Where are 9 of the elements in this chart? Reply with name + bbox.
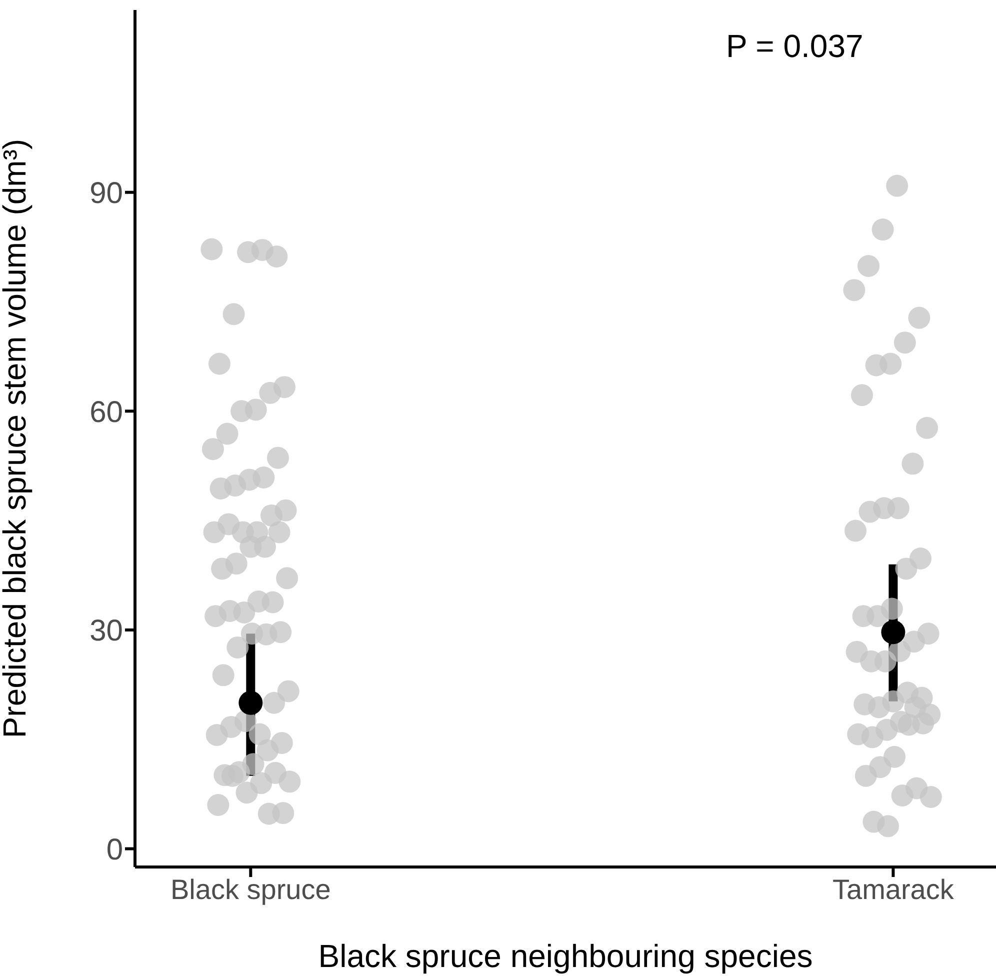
annotation: P = 0.037 [726,28,864,65]
y-tick-label: 90 [90,176,123,210]
y-tick-label: 30 [90,614,123,648]
x-axis-title: Black spruce neighbouring species [318,938,813,974]
x-tick-label: Black spruce [170,874,331,905]
y-tick-label: 0 [106,833,123,866]
y-axis-title: Predicted black spruce stem volume (dm³) [0,138,32,738]
y-tick-label: 60 [90,396,123,429]
x-tick-label: Tamarack [832,874,955,905]
